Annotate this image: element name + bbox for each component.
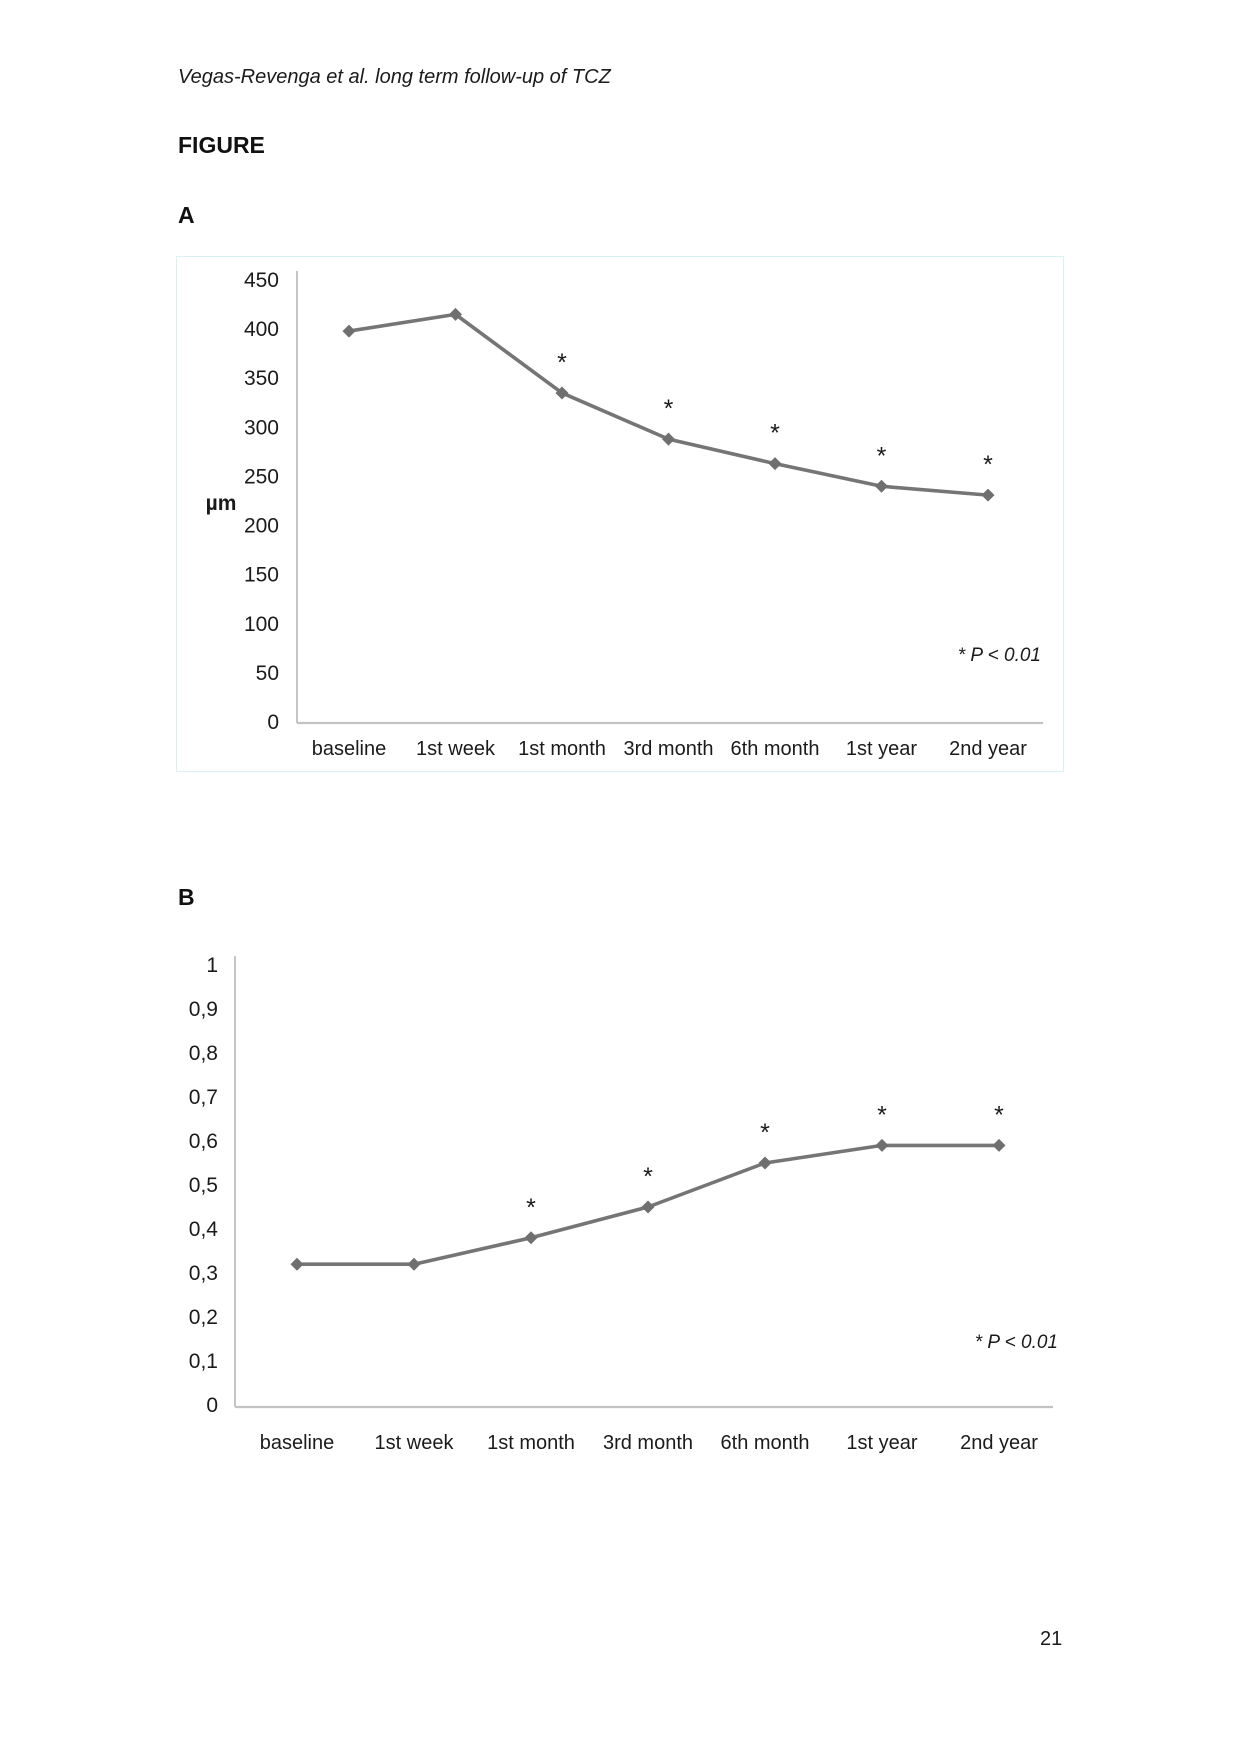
panel-a-label: A: [178, 202, 195, 228]
x-tick-label: 1st month: [518, 738, 606, 760]
chart-a-panel: 450 400 350 300 250 200 150 100 50 0 baseline 1st w…: [176, 256, 1064, 772]
x-tick-label: 3rd month: [623, 738, 713, 760]
y-tick-label: 0,7: [189, 1086, 218, 1109]
p-value-annotation: * P < 0.01: [975, 1332, 1058, 1353]
y-tick-label: 150: [244, 564, 279, 587]
significance-asterisk: *: [664, 395, 674, 423]
chart-b: 1 0,9 0,8 0,7 0,6 0,5 0,4 0,3 0,2 0,1 0 baseline 1st…: [189, 954, 1058, 1454]
running-head: Vegas-Revenga et al. long term follow-up…: [178, 66, 611, 88]
y-tick-label: 0,4: [189, 1218, 219, 1241]
chart-b-panel: 1 0,9 0,8 0,7 0,6 0,5 0,4 0,3 0,2 0,1 0 baseline 1st…: [140, 900, 1100, 1470]
y-tick-label: 350: [244, 367, 279, 390]
data-point-marker: [641, 1200, 655, 1214]
data-point-marker: [992, 1138, 1006, 1152]
y-axis-title: µm: [206, 492, 237, 515]
y-tick-label: 0: [267, 711, 279, 734]
chart-a: 450 400 350 300 250 200 150 100 50 0 baseline 1st w…: [206, 269, 1043, 760]
x-tick-label: 3rd month: [603, 1432, 693, 1454]
y-tick-label: 250: [244, 465, 279, 488]
data-point-marker: [342, 324, 356, 338]
p-value-annotation: * P < 0.01: [958, 645, 1041, 666]
significance-asterisk: *: [760, 1119, 770, 1147]
y-tick-label: 200: [244, 515, 279, 538]
significance-asterisk: *: [994, 1101, 1004, 1129]
significance-asterisk: *: [770, 420, 780, 448]
panel-b-label: B: [178, 884, 195, 910]
significance-asterisk: *: [877, 442, 887, 470]
x-tick-label: 6th month: [721, 1432, 810, 1454]
data-point-marker: [555, 386, 569, 400]
y-tick-label: 400: [244, 318, 279, 341]
y-tick-label: 300: [244, 416, 279, 439]
data-point-marker: [875, 479, 888, 493]
x-tick-label: 1st week: [375, 1432, 455, 1454]
data-point-marker: [407, 1257, 421, 1271]
x-tick-label: 1st year: [846, 1432, 917, 1454]
y-tick-label: 0,6: [189, 1130, 218, 1153]
x-tick-label: baseline: [260, 1432, 335, 1454]
y-tick-label: 0,5: [189, 1174, 218, 1197]
data-point-marker: [981, 488, 995, 502]
x-tick-label: 6th month: [731, 738, 820, 760]
x-tick-label: baseline: [312, 738, 387, 760]
x-tick-label: 2nd year: [949, 738, 1027, 760]
y-tick-label: 0,9: [189, 998, 218, 1021]
significance-asterisk: *: [643, 1163, 653, 1191]
y-tick-label: 450: [244, 269, 279, 292]
figure-title: FIGURE: [178, 132, 265, 158]
y-tick-label: 100: [244, 613, 279, 636]
y-tick-label: 1: [206, 954, 218, 977]
y-tick-label: 0,1: [189, 1350, 218, 1373]
significance-asterisk: *: [526, 1194, 536, 1222]
data-point-marker: [662, 432, 675, 446]
y-tick-label: 0,2: [189, 1306, 218, 1329]
data-point-marker: [449, 307, 462, 321]
y-tick-label: 0,3: [189, 1262, 218, 1285]
data-point-marker: [524, 1231, 538, 1245]
significance-asterisk: *: [983, 451, 993, 479]
x-tick-label: 1st month: [487, 1432, 575, 1454]
data-point-marker: [768, 457, 782, 471]
y-tick-label: 50: [256, 662, 279, 685]
data-point-marker: [758, 1156, 772, 1170]
x-tick-label: 2nd year: [960, 1432, 1038, 1454]
y-tick-label: 0: [206, 1394, 218, 1417]
page-number: 21: [1040, 1628, 1063, 1650]
x-tick-label: 1st week: [416, 738, 496, 760]
x-tick-label: 1st year: [846, 738, 917, 760]
significance-asterisk: *: [877, 1101, 887, 1129]
data-point-marker: [875, 1138, 889, 1152]
y-tick-label: 0,8: [189, 1042, 218, 1065]
data-point-marker: [290, 1257, 304, 1271]
significance-asterisk: *: [557, 349, 567, 377]
